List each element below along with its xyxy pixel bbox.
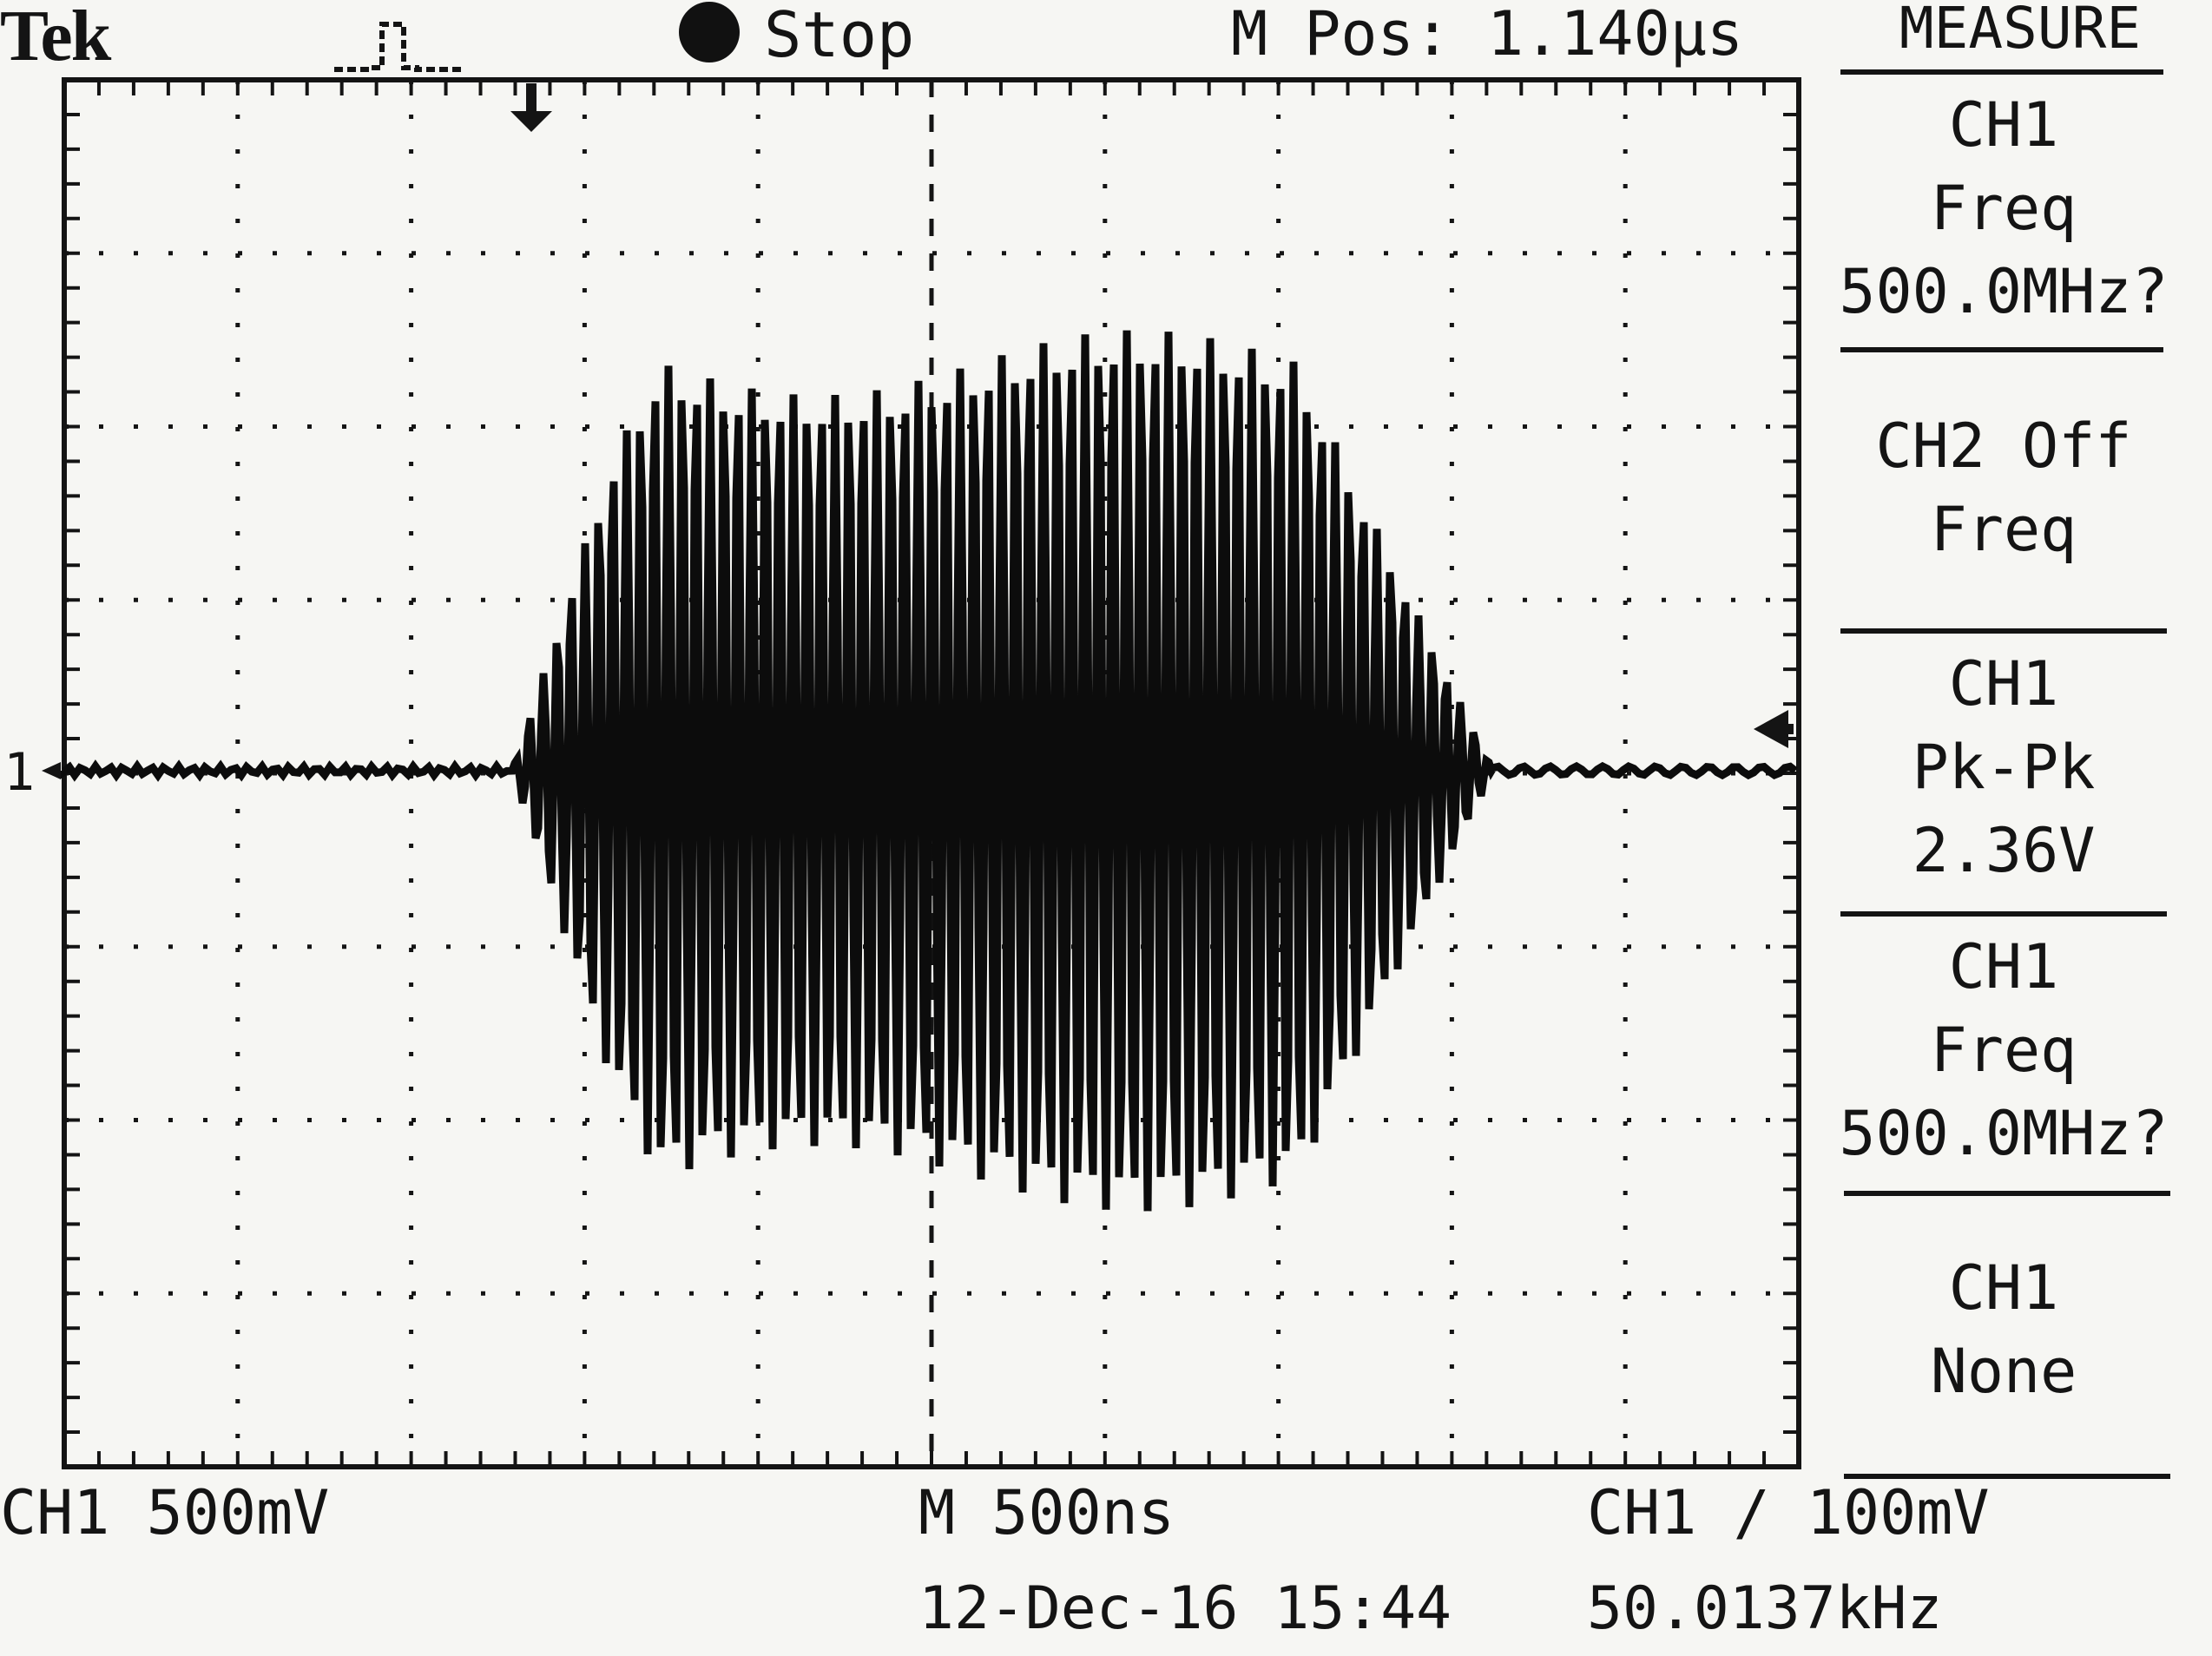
ch1-vertical-scale: CH1 500mV [0, 1477, 330, 1548]
trigger-level-arrow-stem [1780, 724, 1794, 734]
trigger-position-marker-stem [526, 83, 537, 115]
measure-slot-value: 500.0MHz? [1839, 256, 2169, 327]
timebase-readout: M 500ns [918, 1477, 1175, 1548]
menu-divider [1840, 911, 2167, 917]
measure-slot-1[interactable]: CH1 Freq 500.0MHz? [1839, 83, 2169, 333]
measure-slot-value: 2.36V [1912, 815, 2096, 886]
menu-divider [1840, 347, 2163, 352]
horizontal-position-readout: M Pos: 1.140µs [1231, 0, 1744, 69]
trigger-frequency-counter: 50.0137kHz [1587, 1574, 1943, 1643]
trigger-waveform-icon [334, 22, 464, 72]
measure-slot-5[interactable]: CH1 None [1839, 1246, 2169, 1413]
channel-1-ground-arrow-icon [42, 762, 61, 779]
acquisition-status-icon [679, 2, 740, 62]
measure-slot-value: 500.0MHz? [1839, 1098, 2169, 1169]
measure-slot-source: CH1 [1948, 89, 2059, 161]
measure-slot-type: Freq [1930, 494, 2077, 565]
menu-divider [1840, 628, 2167, 634]
trigger-readout: CH1 ∕ 100mV [1587, 1477, 1990, 1548]
date-time-readout: 12-Dec-16 15:44 [918, 1574, 1452, 1643]
trigger-level-arrow-icon [1754, 710, 1788, 748]
measure-slot-3[interactable]: CH1 Pk-Pk 2.36V [1839, 642, 2169, 892]
measure-slot-type: Pk-Pk [1912, 732, 2096, 803]
measure-slot-type: Freq [1930, 173, 2077, 244]
measure-slot-source: CH2 Off [1875, 411, 2132, 482]
menu-divider [1844, 1474, 2170, 1479]
brand-logo: Tek [0, 0, 111, 76]
measure-slot-source: CH1 [1948, 648, 2059, 720]
measure-slot-source: CH1 [1948, 931, 2059, 1002]
measure-slot-type: None [1930, 1336, 2077, 1407]
measure-slot-source: CH1 [1948, 1252, 2059, 1324]
run-stop-status[interactable]: Stop [764, 0, 915, 71]
measure-menu-title: MEASURE [1899, 0, 2142, 62]
measure-slot-4[interactable]: CH1 Freq 500.0MHz? [1839, 925, 2169, 1175]
channel-1-ground-marker: 1 [3, 742, 35, 803]
trigger-position-marker-icon [510, 111, 552, 132]
measure-slot-type: Freq [1930, 1015, 2077, 1086]
measure-slot-2[interactable]: CH2 Off Freq [1839, 404, 2169, 571]
menu-divider [1840, 69, 2163, 75]
ch1-waveform-trace [60, 330, 1798, 1212]
menu-divider [1844, 1191, 2170, 1196]
